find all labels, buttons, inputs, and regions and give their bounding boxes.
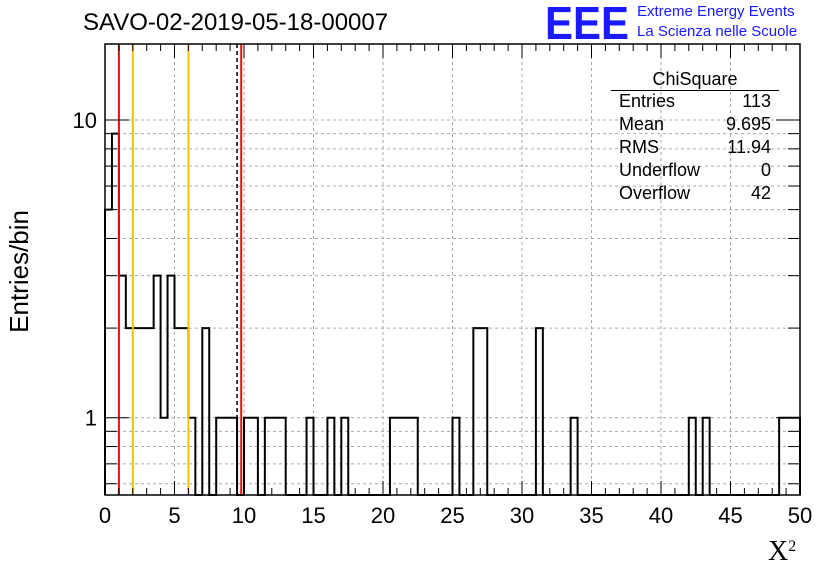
histogram-bin bbox=[307, 418, 314, 495]
x-tick-label: 10 bbox=[232, 503, 256, 528]
histogram-bin bbox=[480, 328, 487, 495]
histogram-bin bbox=[779, 418, 786, 495]
stats-value: 9.695 bbox=[725, 114, 771, 134]
stats-value: 11.94 bbox=[727, 137, 771, 157]
histogram-bin bbox=[327, 418, 334, 495]
histogram-bin bbox=[279, 418, 286, 495]
stats-box: ChiSquare Entries 113 Mean 9.695 RMS 11.… bbox=[611, 68, 779, 205]
histogram-bin bbox=[397, 418, 404, 495]
x-tick-label: 15 bbox=[301, 503, 325, 528]
histogram-bin bbox=[230, 418, 237, 495]
stats-key: Underflow bbox=[619, 160, 701, 180]
histogram-bin bbox=[119, 276, 126, 495]
histogram-bin bbox=[265, 418, 272, 495]
histogram-bin bbox=[188, 418, 195, 495]
histogram-bin bbox=[536, 328, 543, 495]
histogram-bin bbox=[168, 276, 175, 495]
histogram-bin bbox=[473, 328, 480, 495]
stats-key: Overflow bbox=[619, 183, 691, 203]
histogram-bin bbox=[244, 418, 251, 495]
histogram-bin bbox=[126, 328, 133, 495]
histogram-bin bbox=[390, 418, 397, 495]
logo-text-line1: Extreme Energy Events bbox=[637, 3, 795, 20]
stats-value: 0 bbox=[760, 160, 771, 180]
marker-lines bbox=[117, 44, 243, 495]
histogram-bin bbox=[272, 418, 279, 495]
x-axis-label-superscript: 2 bbox=[788, 538, 797, 555]
x-tick-label: 45 bbox=[718, 503, 742, 528]
stats-key: Mean bbox=[619, 114, 665, 134]
grid-lines bbox=[105, 44, 800, 495]
stats-box-title: ChiSquare bbox=[652, 69, 738, 89]
histogram-bin bbox=[202, 328, 209, 495]
histogram-bin bbox=[571, 418, 578, 495]
histogram-bin bbox=[216, 418, 223, 495]
x-tick-label: 25 bbox=[440, 503, 464, 528]
stats-row-mean: Mean 9.695 bbox=[611, 113, 779, 136]
histogram-bin bbox=[341, 418, 348, 495]
eee-logo-icon: EEE bbox=[545, 0, 629, 44]
histogram-bin bbox=[147, 328, 154, 495]
x-axis-label: X2 bbox=[768, 536, 796, 568]
logo-text-line2: La Scienza nelle Scuole bbox=[637, 23, 798, 40]
x-tick-label: 0 bbox=[99, 503, 111, 528]
histogram-bin bbox=[181, 328, 188, 495]
stats-value: 113 bbox=[742, 91, 771, 111]
histogram-bin bbox=[223, 418, 230, 495]
stats-key: RMS bbox=[619, 137, 659, 157]
stats-value: 42 bbox=[750, 183, 771, 203]
stats-row-rms: RMS 11.94 bbox=[611, 136, 779, 159]
axis-ticks bbox=[104, 44, 801, 495]
tick-labels: 0 5 10 15 20 25 30 35 40 45 50 1 10 bbox=[73, 108, 813, 528]
x-tick-label: 5 bbox=[168, 503, 180, 528]
stats-box-divider bbox=[611, 90, 779, 91]
histogram-bin bbox=[161, 418, 168, 495]
stats-row-entries: Entries 113 bbox=[611, 90, 779, 113]
histogram-bin bbox=[703, 418, 710, 495]
eee-logo-mark: EEE bbox=[545, 0, 629, 44]
x-tick-label: 30 bbox=[510, 503, 534, 528]
x-tick-label: 50 bbox=[788, 503, 812, 528]
stats-key: Entries bbox=[619, 91, 676, 111]
chart-title: SAVO-02-2019-05-18-00007 bbox=[83, 9, 389, 36]
histogram-bin bbox=[105, 210, 112, 495]
x-axis-label-base: X bbox=[768, 536, 789, 567]
x-tick-label: 20 bbox=[371, 503, 395, 528]
histogram-bin bbox=[175, 328, 182, 495]
histogram-bin bbox=[453, 418, 460, 495]
histogram-bin bbox=[251, 418, 258, 495]
x-tick-label: 35 bbox=[579, 503, 603, 528]
histogram-bin bbox=[154, 276, 161, 495]
x-tick-label: 40 bbox=[649, 503, 673, 528]
y-tick-label: 1 bbox=[85, 406, 97, 431]
stats-row-underflow: Underflow 0 bbox=[611, 159, 779, 182]
histogram-bin bbox=[411, 418, 418, 495]
histogram-bin bbox=[112, 134, 119, 495]
histogram-bin bbox=[404, 418, 411, 495]
histogram-bin bbox=[689, 418, 696, 495]
y-axis-label: Entries/bin bbox=[4, 210, 34, 333]
y-tick-label: 10 bbox=[73, 108, 97, 133]
histogram-bin bbox=[140, 328, 147, 495]
histogram-bin bbox=[133, 328, 140, 495]
stats-row-overflow: Overflow 42 bbox=[611, 182, 779, 205]
